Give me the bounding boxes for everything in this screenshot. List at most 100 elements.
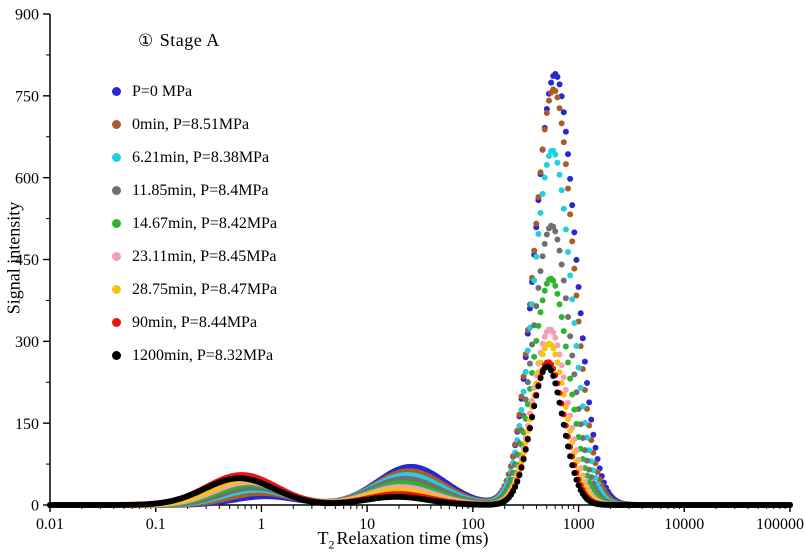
data-point bbox=[558, 120, 565, 127]
chart-title-text: Stage A bbox=[159, 30, 220, 50]
data-point bbox=[545, 97, 552, 104]
data-point bbox=[529, 397, 536, 404]
data-point bbox=[569, 462, 576, 469]
data-point bbox=[565, 185, 571, 192]
legend-swatch bbox=[112, 351, 121, 360]
data-point bbox=[550, 223, 557, 230]
data-point bbox=[552, 334, 559, 341]
data-point bbox=[529, 341, 536, 348]
legend-swatch bbox=[112, 120, 121, 129]
data-point bbox=[558, 261, 565, 268]
data-point bbox=[533, 253, 540, 260]
data-point bbox=[543, 110, 550, 117]
data-point bbox=[533, 303, 540, 310]
data-point bbox=[565, 416, 571, 423]
data-point bbox=[581, 358, 588, 365]
data-point bbox=[575, 284, 582, 291]
circled-one-mark: ① bbox=[138, 31, 154, 51]
data-point bbox=[531, 353, 538, 360]
data-point bbox=[554, 389, 561, 396]
data-point bbox=[550, 372, 557, 379]
data-point bbox=[584, 472, 591, 479]
data-point bbox=[541, 240, 548, 247]
data-point bbox=[554, 73, 561, 80]
data-point bbox=[552, 87, 559, 94]
legend-item: 1200min, P=8.32MPa bbox=[112, 339, 277, 372]
data-point bbox=[573, 342, 580, 349]
data-point bbox=[575, 364, 582, 371]
data-point bbox=[556, 105, 563, 112]
data-point bbox=[541, 333, 548, 340]
data-point bbox=[569, 352, 576, 359]
data-point bbox=[554, 290, 561, 297]
data-point bbox=[575, 482, 582, 489]
data-point bbox=[522, 446, 529, 453]
data-point bbox=[539, 253, 546, 260]
data-point bbox=[560, 139, 567, 146]
data-point bbox=[567, 175, 574, 182]
data-point bbox=[560, 109, 567, 116]
data-point bbox=[558, 313, 565, 320]
data-point bbox=[567, 333, 574, 340]
data-point bbox=[556, 369, 563, 376]
data-point bbox=[552, 228, 559, 235]
x-tick-label: 0.01 bbox=[36, 516, 64, 533]
data-point bbox=[518, 393, 525, 400]
data-point bbox=[535, 284, 542, 291]
data-point bbox=[571, 229, 578, 236]
data-point bbox=[552, 380, 559, 387]
legend-item: 23.11min, P=8.45MPa bbox=[112, 240, 277, 273]
data-point bbox=[592, 444, 599, 451]
data-point bbox=[571, 406, 578, 413]
data-point bbox=[535, 194, 542, 201]
series-1200min-p-8.32mpa bbox=[47, 363, 793, 508]
data-point bbox=[565, 151, 571, 158]
data-point bbox=[518, 406, 525, 413]
data-point bbox=[524, 379, 531, 386]
data-point bbox=[537, 309, 544, 316]
data-point bbox=[524, 347, 531, 354]
data-point bbox=[573, 476, 580, 483]
data-point bbox=[541, 287, 548, 294]
data-point bbox=[556, 81, 563, 88]
legend-label: 0min, P=8.51MPa bbox=[132, 115, 250, 133]
data-point bbox=[552, 351, 559, 358]
data-point bbox=[554, 94, 561, 101]
legend-swatch bbox=[112, 153, 121, 162]
data-point bbox=[516, 472, 523, 479]
data-point bbox=[533, 392, 540, 399]
legend-label: 90min, P=8.44MPa bbox=[132, 313, 258, 331]
data-point bbox=[535, 231, 542, 238]
legend-item: 11.85min, P=8.4MPa bbox=[112, 174, 277, 207]
data-point bbox=[567, 211, 574, 218]
data-point bbox=[550, 329, 557, 336]
data-point bbox=[586, 399, 593, 406]
data-point bbox=[586, 447, 593, 454]
data-point bbox=[537, 268, 544, 275]
data-point bbox=[531, 403, 538, 410]
data-point bbox=[520, 456, 527, 463]
x-axis-label-rest: Relaxation time (ms) bbox=[336, 528, 489, 548]
data-point bbox=[552, 282, 559, 289]
data-point bbox=[543, 231, 550, 238]
x-axis-label-t: T bbox=[317, 528, 329, 548]
data-point bbox=[531, 277, 538, 284]
data-point bbox=[569, 202, 576, 209]
data-point bbox=[558, 187, 565, 194]
data-point bbox=[560, 421, 567, 428]
data-point bbox=[526, 425, 533, 432]
data-point bbox=[522, 396, 529, 403]
data-point bbox=[520, 388, 527, 395]
data-point bbox=[588, 416, 595, 423]
data-point bbox=[524, 436, 531, 443]
legend-label: 28.75min, P=8.47MPa bbox=[132, 280, 278, 298]
data-point bbox=[556, 351, 563, 358]
legend-label: 1200min, P=8.32MPa bbox=[132, 346, 274, 364]
data-point bbox=[537, 169, 544, 176]
x-tick-label: 1 bbox=[257, 516, 265, 533]
data-point bbox=[560, 277, 567, 284]
data-point bbox=[567, 272, 574, 279]
data-point bbox=[558, 410, 565, 417]
data-point bbox=[543, 161, 550, 168]
